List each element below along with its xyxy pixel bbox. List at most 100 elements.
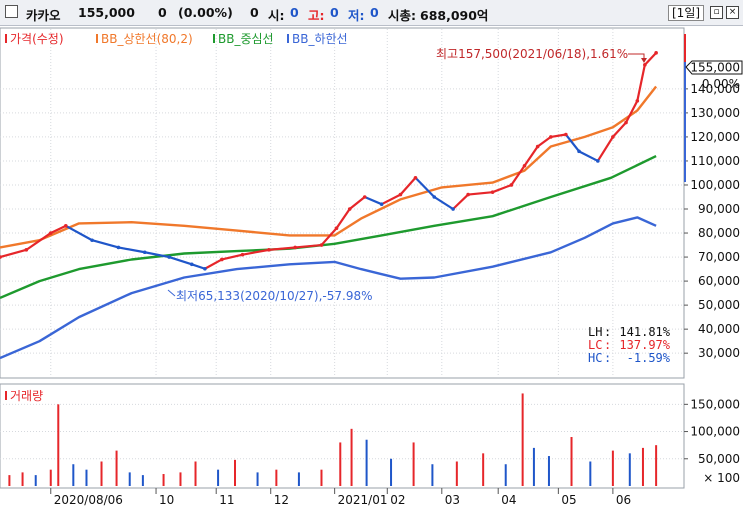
period-selector[interactable]: [1일] [668, 5, 705, 21]
price-point [189, 262, 194, 267]
volume-bar [72, 464, 75, 486]
volume-bar [611, 450, 614, 486]
price-segment [117, 246, 146, 254]
price-gridlines [0, 88, 684, 354]
legend-upper: BB_상한선(80,2) [101, 32, 193, 46]
price-segment [433, 195, 455, 211]
price-tick-label: 130,000 [690, 106, 740, 120]
price-tick-label: 50,000 [698, 298, 740, 312]
price-point [334, 226, 339, 231]
price-segment [0, 248, 28, 259]
legend-volume: 거래량 [10, 389, 43, 403]
volume-axis: 50,000 100,000 150,000 [684, 397, 740, 466]
stat-hc-label: HC [588, 351, 602, 365]
volume-bar [100, 461, 103, 486]
price-point [142, 250, 147, 255]
price-segment [335, 207, 351, 230]
price-point [220, 257, 224, 262]
volume-tick-label: 50,000 [698, 452, 740, 466]
price-tick-label: 60,000 [698, 274, 740, 288]
volume-bar [641, 447, 644, 486]
price-tick-label: 120,000 [690, 130, 740, 144]
max-arrowhead-icon [641, 58, 647, 63]
volume-bar [532, 447, 535, 486]
current-price-tag [685, 60, 743, 75]
legend-middle: BB_중심선 [218, 32, 274, 46]
price-segment [49, 224, 67, 235]
price-point [624, 120, 628, 125]
price-segment [190, 263, 207, 270]
price-point [347, 207, 352, 211]
price-point [24, 248, 29, 252]
volume-bar [8, 475, 11, 486]
price-tick-label: 40,000 [698, 322, 740, 336]
legend-middle-marker [213, 34, 215, 43]
price-point [509, 183, 514, 187]
volume-bar [504, 464, 507, 486]
price-segment [636, 63, 646, 102]
low-label: 저: [348, 8, 365, 23]
volume-bar [412, 442, 415, 486]
stat-lh-value: 141.81% [619, 325, 670, 339]
date-tick-label: 03 [445, 493, 460, 507]
price-point [535, 144, 540, 149]
price-point [611, 135, 615, 139]
volume-bar [455, 461, 458, 486]
volume-bar [179, 472, 182, 486]
high-value: 0 [330, 5, 339, 20]
volume-bar [21, 472, 24, 486]
price-segment [596, 135, 614, 163]
price-point [319, 243, 324, 247]
select-checkbox[interactable] [5, 5, 18, 18]
current-range-bar-top [684, 34, 686, 62]
legend-lower: BB_하한선 [292, 32, 348, 46]
current-range-bar [684, 34, 686, 182]
price-tick-label: 80,000 [698, 226, 740, 240]
price-tick-label: 90,000 [698, 202, 740, 216]
price-segment [348, 195, 366, 211]
date-tick-label: 2021/01 [338, 493, 388, 507]
date-tick-label: 12 [274, 493, 289, 507]
price-segment [267, 246, 297, 251]
vertical-gridlines [50, 29, 614, 487]
price-tick-label: 70,000 [698, 250, 740, 264]
volume-bar [390, 458, 393, 486]
price-point [267, 248, 271, 252]
mktcap-label: 시총: [388, 8, 416, 23]
volume-bar [128, 472, 131, 486]
volume-bar [49, 469, 52, 486]
price-point [48, 231, 53, 235]
volume-bar [482, 453, 485, 486]
price-point [240, 252, 245, 257]
price-point [564, 132, 568, 137]
volume-bar [547, 456, 550, 486]
stock-chart: 30,000 40,000 50,000 60,000 70,000 80,000 90,0… [0, 27, 743, 507]
volume-tick-label: 100,000 [690, 425, 740, 439]
legend-price: 가격(수정) [10, 32, 64, 46]
price-change-pct: (0.00%) [178, 5, 233, 20]
volume-bar [350, 428, 353, 486]
volume-tick-label: 150,000 [690, 397, 740, 411]
volume-bar [57, 404, 60, 486]
price-point [116, 245, 121, 250]
price-legend: 가격(수정) BB_상한선(80,2) BB_중심선 BB_하한선 [5, 32, 348, 46]
price-segment [523, 145, 539, 167]
legend-price-marker [5, 34, 7, 43]
price-series [0, 51, 658, 271]
stat-lh-label: LH [588, 325, 602, 339]
volume-bar [628, 453, 631, 486]
price-point [362, 195, 367, 199]
date-tick-label: 10 [159, 493, 174, 507]
price-point [596, 159, 600, 163]
legend-lower-marker [287, 34, 289, 43]
price-segment [451, 193, 470, 211]
price-tick-label: 30,000 [698, 346, 740, 360]
price-segment [467, 191, 494, 196]
volume-bar [655, 445, 658, 486]
volume-bar [194, 461, 197, 486]
restore-icon[interactable]: ▫ [710, 6, 723, 19]
price-segment [611, 121, 628, 139]
stock-header-bar: 카카오 155,000 0 (0.00%) 0 시: 0 고: 0 저: 0 시… [0, 0, 743, 26]
volume-bar [256, 472, 259, 486]
close-icon[interactable]: × [726, 6, 739, 19]
